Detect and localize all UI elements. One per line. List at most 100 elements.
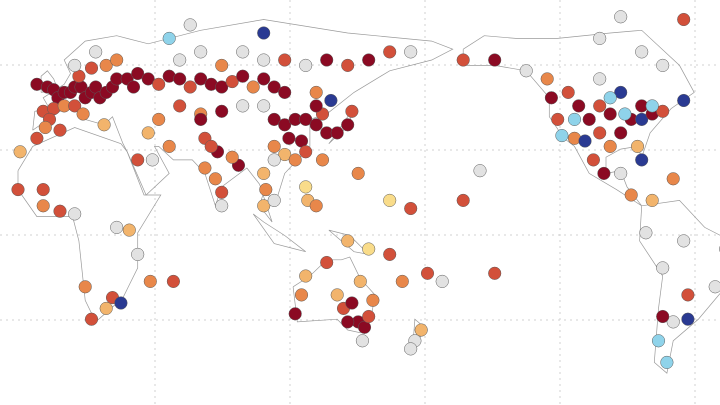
station-dot: [225, 150, 239, 164]
station-dot: [246, 80, 260, 94]
station-dot: [11, 183, 25, 197]
station-dot: [166, 274, 180, 288]
station-dot: [162, 139, 176, 153]
station-dot: [660, 355, 674, 369]
station-dot: [488, 266, 502, 280]
station-dot: [278, 147, 292, 162]
station-dot: [215, 199, 229, 213]
station-dot: [257, 199, 271, 213]
station-dot: [257, 72, 271, 86]
station-dot: [404, 342, 418, 356]
station-dot: [420, 266, 435, 280]
station-dot: [456, 53, 470, 67]
station-dot: [194, 72, 208, 86]
station-dot: [282, 131, 296, 145]
station-dot: [366, 293, 380, 307]
station-dot: [341, 234, 355, 248]
station-dot: [288, 153, 302, 167]
station-dot: [540, 72, 554, 86]
station-dot: [345, 296, 359, 310]
station-dot: [309, 99, 323, 113]
station-dot: [708, 280, 720, 294]
station-dot: [208, 172, 222, 186]
station-dot: [122, 223, 136, 237]
station-dot: [639, 226, 653, 240]
station-dot: [68, 207, 82, 221]
station-dot: [257, 26, 271, 40]
station-dot: [141, 126, 155, 140]
station-dot: [320, 255, 334, 270]
station-dot: [309, 118, 323, 132]
station-dot: [76, 107, 90, 121]
station-dot: [404, 45, 418, 59]
stations: [11, 10, 720, 369]
station-dot: [614, 85, 628, 99]
station-dot: [162, 31, 176, 45]
station-dot: [267, 153, 281, 167]
station-dot: [555, 129, 569, 143]
station-dot: [110, 53, 124, 67]
station-dot: [656, 309, 670, 324]
station-dot: [110, 220, 124, 234]
station-dot: [131, 66, 145, 81]
station-dot: [236, 45, 250, 59]
station-dot: [624, 188, 638, 202]
station-dot: [593, 126, 607, 140]
station-dot: [183, 80, 197, 94]
station-dot: [355, 334, 369, 348]
station-dot: [330, 288, 344, 302]
station-dot: [173, 99, 187, 113]
station-dot: [99, 301, 113, 315]
station-dot: [194, 45, 208, 59]
station-dot: [294, 288, 309, 302]
station-dot: [267, 193, 281, 207]
station-dot: [36, 199, 50, 213]
station-dot: [681, 312, 695, 326]
station-dot: [97, 118, 111, 132]
station-dot: [362, 53, 376, 67]
station-dot: [341, 58, 355, 72]
station-dot: [267, 112, 281, 126]
station-dot: [651, 334, 666, 348]
station-dot: [141, 72, 155, 86]
station-dot: [78, 280, 92, 294]
station-dot: [278, 85, 292, 99]
coastline: [462, 29, 695, 207]
station-dot: [383, 45, 397, 59]
station-dot: [597, 166, 611, 180]
station-dot: [215, 185, 229, 199]
station-dot: [236, 69, 250, 83]
station-dot: [561, 85, 575, 99]
station-dot: [299, 145, 313, 159]
station-dot: [656, 104, 670, 118]
station-dot: [278, 118, 292, 132]
station-dot: [618, 107, 632, 121]
station-dot: [614, 166, 628, 180]
station-dot: [143, 274, 157, 288]
station-dot: [36, 183, 50, 197]
station-dot: [145, 153, 159, 167]
station-dot: [645, 99, 659, 113]
station-dot: [173, 72, 187, 86]
station-dot: [666, 315, 680, 329]
station-dot: [519, 64, 533, 78]
station-dot: [593, 99, 607, 113]
station-dot: [299, 58, 313, 72]
station-dot: [630, 139, 645, 153]
station-dot: [572, 99, 586, 113]
station-dot: [603, 139, 617, 153]
station-dot: [578, 134, 592, 148]
station-dot: [681, 288, 695, 302]
station-dot: [53, 123, 67, 137]
station-dot: [456, 193, 470, 207]
station-dot: [236, 99, 250, 113]
station-dot: [152, 112, 166, 126]
station-dot: [38, 120, 52, 135]
station-dot: [324, 93, 338, 108]
coastline: [639, 200, 720, 374]
station-dot: [603, 91, 617, 105]
station-dot: [267, 80, 281, 94]
station-dot: [13, 145, 27, 159]
